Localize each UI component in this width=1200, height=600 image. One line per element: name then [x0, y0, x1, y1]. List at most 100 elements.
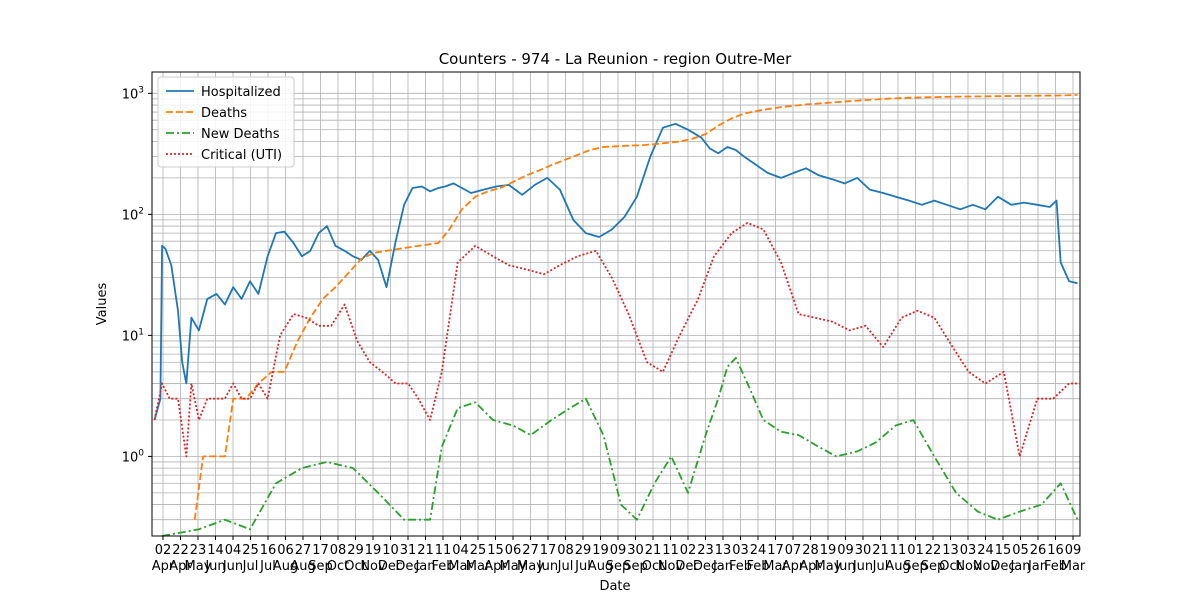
x-tick-day: 09 [837, 543, 854, 558]
x-tick-month: Oct [327, 559, 349, 574]
x-tick-month: Dec [395, 559, 420, 574]
x-tick-day: 17 [540, 543, 557, 558]
x-tick-day: 13 [715, 543, 732, 558]
x-tick-month: Mar [466, 559, 491, 574]
x-tick-month: Sep [623, 559, 648, 574]
series-line-new-deaths [161, 357, 1079, 537]
x-tick-day: 01 [907, 543, 924, 558]
y-tick-label: 103 [122, 85, 144, 102]
y-tick-label: 100 [122, 448, 145, 465]
x-tick-month: Jun [834, 559, 855, 574]
x-tick-month: Apr [799, 559, 822, 574]
y-tick-label: 101 [122, 327, 144, 344]
x-tick-day: 23 [697, 543, 714, 558]
x-tick-month: May [500, 559, 527, 574]
x-tick-month: Feb [746, 559, 769, 574]
x-tick-month: Apr [152, 559, 175, 574]
x-tick-month: Jun [537, 559, 558, 574]
x-tick-month: Mar [1061, 559, 1086, 574]
plot-frame [151, 71, 1081, 537]
x-tick-day: 09 [1065, 543, 1082, 558]
x-tick-day: 11 [662, 543, 679, 558]
x-tick-month: Nov [955, 559, 981, 574]
x-tick-day: 08 [557, 543, 574, 558]
x-tick-month: Oct [939, 559, 961, 574]
x-tick-day: 26 [1030, 543, 1047, 558]
x-tick-month: Sep [308, 559, 333, 574]
y-axis-label: Values [95, 283, 110, 326]
x-tick-day: 28 [802, 543, 819, 558]
x-tick-day: 06 [277, 543, 294, 558]
x-tick-day: 15 [995, 543, 1012, 558]
x-tick-day: 04 [225, 543, 242, 558]
x-tick-month: May [185, 559, 212, 574]
x-tick-day: 22 [172, 543, 189, 558]
x-tick-day: 02 [680, 543, 697, 558]
x-tick-month: Nov [658, 559, 684, 574]
x-tick-day: 27 [295, 543, 312, 558]
x-tick-day: 30 [627, 543, 644, 558]
x-tick-month: Nov [973, 559, 999, 574]
x-tick-month: Aug [588, 559, 613, 574]
x-tick-month: Feb [1044, 559, 1067, 574]
legend-box [157, 76, 295, 168]
x-tick-month: Sep [903, 559, 928, 574]
x-tick-day: 24 [750, 543, 767, 558]
x-tick-day: 11 [890, 543, 907, 558]
x-tick-month: May [517, 559, 544, 574]
series-line-deaths [193, 94, 1078, 520]
x-tick-day: 24 [977, 543, 994, 558]
x-tick-day: 10 [382, 543, 399, 558]
x-tick-day: 15 [487, 543, 504, 558]
y-tick-label: 102 [122, 206, 144, 223]
x-tick-month: Oct [642, 559, 664, 574]
x-tick-month: Mar [763, 559, 788, 574]
x-tick-month: Jul [872, 559, 889, 574]
legend-label: Deaths [201, 106, 247, 121]
x-tick-day: 30 [855, 543, 872, 558]
y-axis: 100 101 102 103 [122, 85, 152, 465]
chart-title: Counters - 974 - La Reunion - region Out… [439, 50, 792, 68]
x-tick-month: Jan [414, 559, 435, 574]
x-tick-month: Oct [344, 559, 366, 574]
x-tick-month: Feb [729, 559, 752, 574]
x-tick-month: Dec [693, 559, 718, 574]
x-tick-day: 29 [347, 543, 364, 558]
x-tick-day: 08 [330, 543, 347, 558]
x-tick-day: 06 [505, 543, 522, 558]
x-tick-month: Apr [484, 559, 507, 574]
x-tick-month: Aug [273, 559, 298, 574]
x-tick-day: 11 [435, 543, 452, 558]
x-tick-month: Jan [1027, 559, 1048, 574]
x-tick-day: 25 [470, 543, 487, 558]
x-tick-day: 03 [732, 543, 749, 558]
x-tick-month: Nov [360, 559, 386, 574]
x-tick-month: Feb [431, 559, 454, 574]
x-tick-day: 02 [155, 543, 172, 558]
x-tick-month: Apr [782, 559, 805, 574]
x-tick-day: 07 [785, 543, 802, 558]
x-tick-day: 09 [610, 543, 627, 558]
x-tick-day: 25 [242, 543, 259, 558]
x-tick-month: Jan [712, 559, 733, 574]
x-tick-day: 27 [522, 543, 539, 558]
x-tick-day: 14 [207, 543, 224, 558]
x-tick-month: Dec [378, 559, 403, 574]
x-tick-month: Sep [606, 559, 631, 574]
x-tick-day: 21 [645, 543, 662, 558]
x-tick-day: 29 [575, 543, 592, 558]
x-tick-month: Jan [1009, 559, 1030, 574]
x-tick-month: Jun [222, 559, 243, 574]
x-tick-month: May [815, 559, 842, 574]
x-axis: 02Apr22Apr23May14Jun04Jun25Jul16Jul06Aug… [152, 536, 1086, 574]
x-tick-month: Dec [990, 559, 1015, 574]
x-tick-month: Jun [852, 559, 873, 574]
x-tick-day: 16 [1047, 543, 1064, 558]
x-tick-day: 19 [820, 543, 837, 558]
x-tick-day: 13 [942, 543, 959, 558]
series-line-hospitalized [153, 122, 1078, 421]
legend-label: New Deaths [201, 127, 280, 142]
x-tick-month: Dec [675, 559, 700, 574]
x-tick-month: Jul [259, 559, 276, 574]
